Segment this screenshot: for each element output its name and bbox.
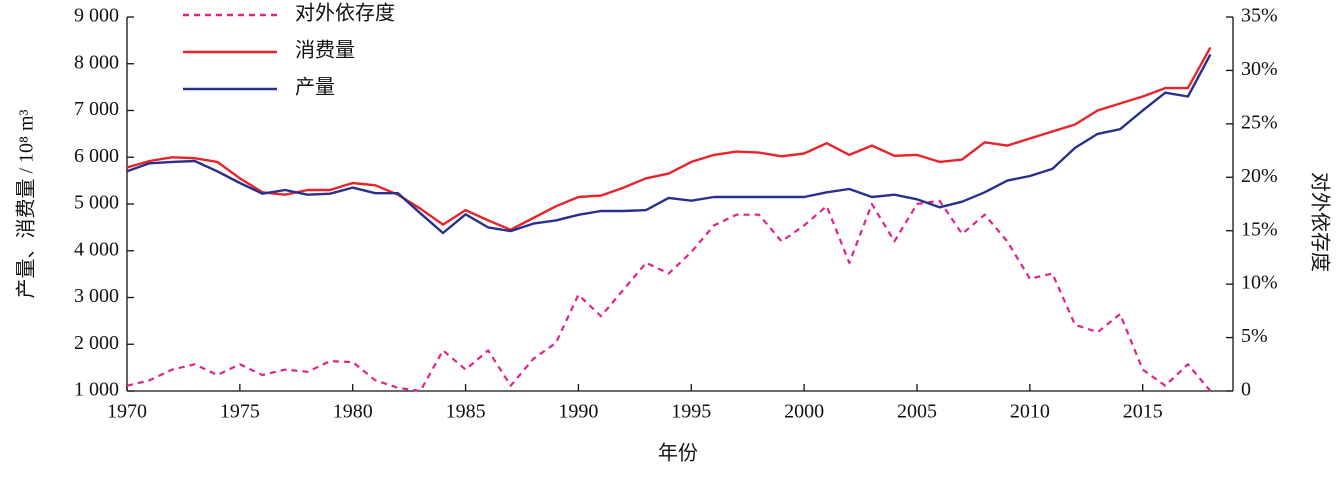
legend-label: 消费量 xyxy=(295,39,355,62)
y-tick-label: 7 000 xyxy=(74,98,119,120)
y2-tick-label: 25% xyxy=(1241,111,1278,133)
series-line xyxy=(126,46,1212,231)
y2-tick-label: 15% xyxy=(1241,218,1278,240)
x-tick-label: 1975 xyxy=(220,401,260,423)
x-tick-label: 1980 xyxy=(333,401,373,423)
x-tick-label: 1995 xyxy=(671,401,711,423)
x-tick-label: 1970 xyxy=(107,401,147,423)
x-tick-label: 1985 xyxy=(446,401,486,423)
y2-tick-label: 5% xyxy=(1241,325,1268,347)
x-tick-label: 2015 xyxy=(1123,401,1163,423)
legend-label: 对外依存度 xyxy=(295,2,395,25)
series-line xyxy=(126,199,1212,393)
y2-tick-label: 10% xyxy=(1241,272,1278,294)
y2-tick-label: 0 xyxy=(1241,379,1251,401)
x-tick-label: 2000 xyxy=(784,401,824,423)
y-tick-label: 5 000 xyxy=(74,192,119,214)
y-tick-label: 3 000 xyxy=(74,285,119,307)
legend-label: 产量 xyxy=(295,76,335,99)
y2-tick-label: 30% xyxy=(1241,58,1278,80)
y-tick-label: 6 000 xyxy=(74,145,119,167)
y2-tick-label: 35% xyxy=(1241,5,1278,27)
x-tick-label: 1990 xyxy=(558,401,598,423)
series-line xyxy=(126,53,1212,235)
y-axis-label: 产量、消费量 / 10⁸ m³ xyxy=(15,109,38,298)
y-tick-label: 1 000 xyxy=(74,379,119,401)
x-tick-label: 2005 xyxy=(897,401,937,423)
y2-axis-label: 对外依存度 xyxy=(1308,172,1331,272)
y-tick-label: 2 000 xyxy=(74,332,119,354)
y-tick-label: 8 000 xyxy=(74,51,119,73)
x-tick-label: 2010 xyxy=(1010,401,1050,423)
y-tick-label: 9 000 xyxy=(74,5,119,27)
y2-tick-label: 20% xyxy=(1241,165,1278,187)
x-axis-label: 年份 xyxy=(658,442,698,465)
y-tick-label: 4 000 xyxy=(74,238,119,260)
